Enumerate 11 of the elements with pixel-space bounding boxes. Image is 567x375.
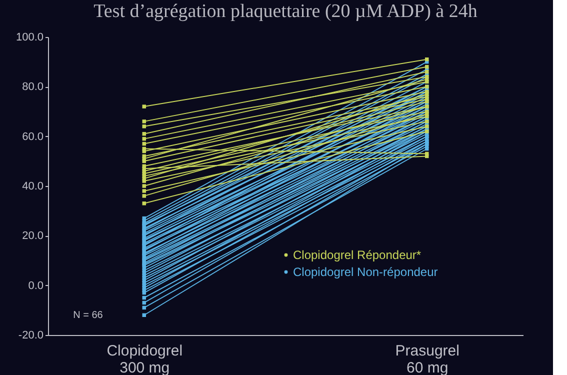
y-tick-label: 100.0 — [16, 32, 44, 44]
annotation: N = 66 — [73, 310, 104, 321]
y-tick-label: 80.0 — [22, 81, 44, 94]
y-tick-label: 40.0 — [22, 180, 44, 192]
y-tick-label: 0.0 — [28, 280, 44, 292]
y-tick-label: -20.0 — [18, 330, 44, 342]
legend-label: Clopidogrel Non-répondeur — [293, 265, 438, 279]
y-tick-label: 20.0 — [22, 230, 44, 242]
y-tick-label: 60.0 — [22, 130, 44, 143]
chart-title: Test d’agrégation plaquettaire (20 µM ADP) à 24h — [94, 1, 478, 22]
legend-label: Clopidogrel Répondeur* — [293, 248, 422, 262]
